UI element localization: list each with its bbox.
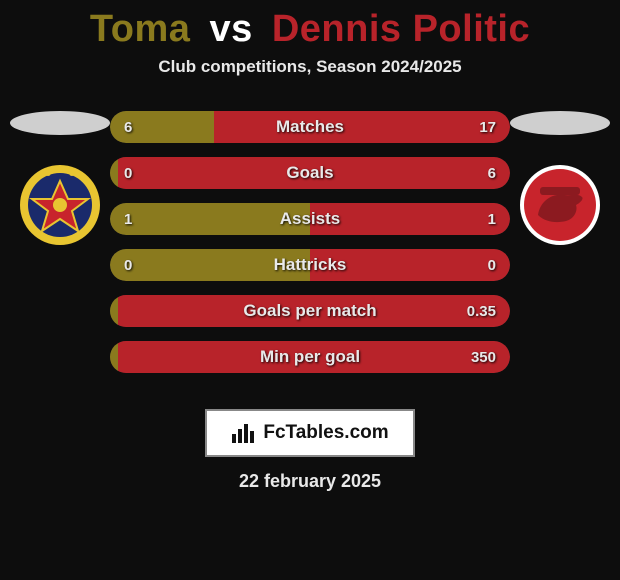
player1-column [0,111,120,247]
player1-avatar-placeholder [10,111,110,135]
brand-box[interactable]: FcTables.com [205,409,415,457]
stat-label: Matches [110,111,510,143]
stat-label: Goals per match [110,295,510,327]
brand-text: FcTables.com [263,422,388,444]
brand-bars-icon [231,422,257,444]
player1-club-crest [18,163,102,247]
stat-label: Goals [110,157,510,189]
player2-column [500,111,620,247]
player2-name: Dennis Politic [272,8,530,50]
stat-bar: 350Min per goal [110,341,510,373]
vs-text: vs [209,8,252,50]
player2-avatar-placeholder [510,111,610,135]
date-text: 22 february 2025 [0,471,620,492]
stat-label: Min per goal [110,341,510,373]
stat-label: Assists [110,203,510,235]
stat-bar: 11Assists [110,203,510,235]
page-title: Toma vs Dennis Politic [0,0,620,51]
stat-bars: 617Matches 06Goals 11Assists 00Hattricks 0.3… [110,111,510,387]
stat-label: Hattricks [110,249,510,281]
stat-bar: 0.35Goals per match [110,295,510,327]
player2-club-crest [518,163,602,247]
comparison-panel: 617Matches 06Goals 11Assists 00Hattricks 0.3… [0,111,620,391]
stat-bar: 617Matches [110,111,510,143]
crest-right-svg [518,163,602,247]
stat-bar: 06Goals [110,157,510,189]
crest-left-svg [18,163,102,247]
stat-bar: 00Hattricks [110,249,510,281]
subtitle: Club competitions, Season 2024/2025 [0,57,620,77]
player1-name: Toma [90,8,191,50]
